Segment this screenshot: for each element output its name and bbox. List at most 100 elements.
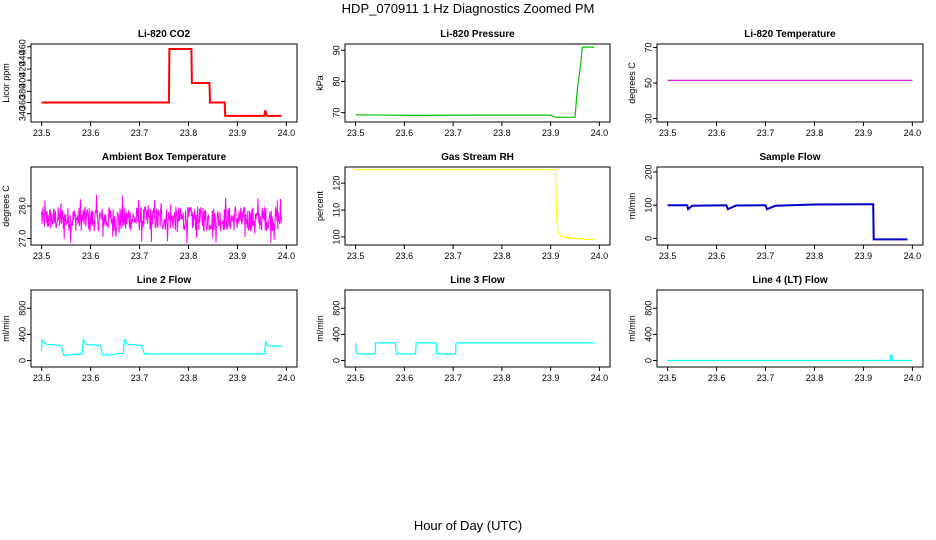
x-tick-label: 23.5 (659, 373, 677, 383)
plot-frame (656, 43, 924, 123)
y-axis-label: ml/min (315, 315, 325, 342)
chart-panel: Gas Stream RH percent 23.5 23.6 23.7 23.8 23.9… (315, 152, 611, 261)
x-axis-caption: Hour of Day (UTC) (413, 518, 523, 533)
x-tick-label: 23.7 (131, 251, 149, 261)
y-axis-label: degrees C (627, 62, 637, 104)
y-tick-label: 120 (331, 176, 341, 191)
y-tick-label: 100 (643, 198, 653, 213)
x-tick-label: 23.7 (757, 128, 775, 138)
y-tick-label: 380 (17, 84, 27, 99)
chart-title: Gas Stream RH (441, 152, 514, 163)
plot-frame (30, 166, 298, 246)
chart-panel: Ambient Box Temperature degrees C 23.5 23.6… (1, 152, 298, 261)
plot-frame (344, 166, 611, 246)
chart-panel: Sample Flow ml/min 23.5 23.6 23.7 23.8 23.9 24.… (627, 152, 924, 261)
x-tick-label: 23.5 (33, 373, 51, 383)
y-tick-label: 800 (17, 301, 27, 316)
y-tick-label: 0 (17, 358, 27, 363)
y-axis-label: ml/min (1, 315, 11, 342)
x-tick-label: 23.9 (542, 373, 560, 383)
x-tick-label: 23.5 (347, 128, 365, 138)
y-axis-label: ml/min (627, 315, 637, 342)
chart-title: Sample Flow (759, 152, 820, 163)
chart-panel: Line 4 (LT) Flow ml/min 23.5 23.6 23.7 23.8 23… (627, 275, 924, 383)
y-tick-label: 70 (331, 108, 341, 118)
y-axis-label: ml/min (627, 193, 637, 220)
x-tick-label: 23.9 (229, 128, 247, 138)
x-tick-label: 23.5 (659, 251, 677, 261)
series-line (355, 169, 595, 241)
x-tick-label: 23.7 (444, 128, 462, 138)
x-tick-label: 23.8 (180, 251, 198, 261)
x-tick-label: 23.5 (33, 128, 51, 138)
chart-title: Ambient Box Temperature (102, 152, 227, 163)
x-tick-label: 23.7 (444, 373, 462, 383)
page-title: HDP_070911 1 Hz Diagnostics Zoomed PM (341, 1, 595, 16)
y-tick-label: 400 (17, 327, 27, 342)
y-tick-label: 460 (17, 39, 27, 54)
plot-frame (30, 43, 298, 123)
x-tick-label: 23.8 (493, 128, 511, 138)
chart-panel: Li-820 Pressure kPa 23.5 23.6 23.7 23.8 23.9 24… (315, 29, 611, 138)
x-tick-label: 23.9 (542, 128, 560, 138)
chart-title: Line 2 Flow (137, 275, 192, 286)
chart-panel: Li-820 CO2 Licor ppm 23.5 23.6 23.7 23.8 23.9 2… (1, 29, 298, 138)
x-tick-label: 23.5 (659, 128, 677, 138)
chart-title: Line 4 (LT) Flow (752, 275, 828, 286)
x-tick-label: 23.9 (855, 373, 873, 383)
y-tick-label: 800 (331, 301, 341, 316)
series-line (41, 194, 282, 244)
x-tick-label: 24.0 (591, 373, 609, 383)
y-tick-label: 70 (643, 43, 653, 53)
x-tick-label: 23.6 (82, 251, 100, 261)
x-tick-label: 23.8 (493, 251, 511, 261)
y-tick-label: 50 (643, 78, 653, 88)
x-tick-label: 24.0 (278, 373, 296, 383)
y-axis-label: Licor ppm (1, 63, 11, 103)
x-tick-label: 23.9 (229, 373, 247, 383)
x-tick-label: 23.6 (396, 128, 414, 138)
x-tick-label: 23.9 (229, 251, 247, 261)
x-tick-label: 24.0 (278, 251, 296, 261)
chart-title: Li-820 Pressure (440, 29, 515, 40)
x-tick-label: 24.0 (904, 251, 922, 261)
x-tick-label: 23.6 (708, 128, 726, 138)
x-tick-label: 24.0 (904, 128, 922, 138)
y-tick-label: 420 (17, 62, 27, 77)
chart-panel: Line 2 Flow ml/min 23.5 23.6 23.7 23.8 23.9 24.… (1, 275, 298, 383)
x-tick-label: 23.6 (396, 251, 414, 261)
y-tick-label: 340 (17, 106, 27, 121)
x-tick-label: 23.7 (444, 251, 462, 261)
plot-frame (656, 289, 924, 368)
y-tick-label: 400 (17, 73, 27, 88)
x-tick-label: 23.8 (806, 128, 824, 138)
y-tick-label: 360 (17, 95, 27, 110)
y-tick-label: 110 (331, 203, 341, 217)
x-tick-label: 23.8 (180, 373, 198, 383)
plot-frame (344, 289, 611, 368)
x-tick-label: 23.8 (806, 373, 824, 383)
series-line (667, 354, 913, 362)
x-tick-label: 23.9 (855, 128, 873, 138)
y-tick-label: 90 (331, 45, 341, 55)
y-tick-label: 400 (643, 327, 653, 342)
y-tick-label: 100 (331, 229, 341, 244)
x-tick-label: 24.0 (278, 128, 296, 138)
chart-panel: Li-820 Temperature degrees C 23.5 23.6 23.7 2… (627, 29, 924, 138)
plot-frame (656, 166, 924, 246)
series-line (355, 46, 595, 118)
y-tick-label: 400 (331, 327, 341, 342)
x-tick-label: 23.7 (757, 251, 775, 261)
chart-panel: Line 3 Flow ml/min 23.5 23.6 23.7 23.8 23.9 24.… (315, 275, 611, 383)
x-tick-label: 23.9 (542, 251, 560, 261)
x-tick-label: 23.7 (131, 373, 149, 383)
plot-frame (344, 43, 611, 123)
x-tick-label: 23.6 (708, 373, 726, 383)
x-tick-label: 23.7 (131, 128, 149, 138)
y-tick-label: 0 (331, 358, 341, 363)
series-line (355, 342, 595, 355)
x-tick-label: 23.8 (493, 373, 511, 383)
y-tick-label: 80 (331, 76, 341, 86)
y-axis-label: percent (315, 190, 325, 221)
